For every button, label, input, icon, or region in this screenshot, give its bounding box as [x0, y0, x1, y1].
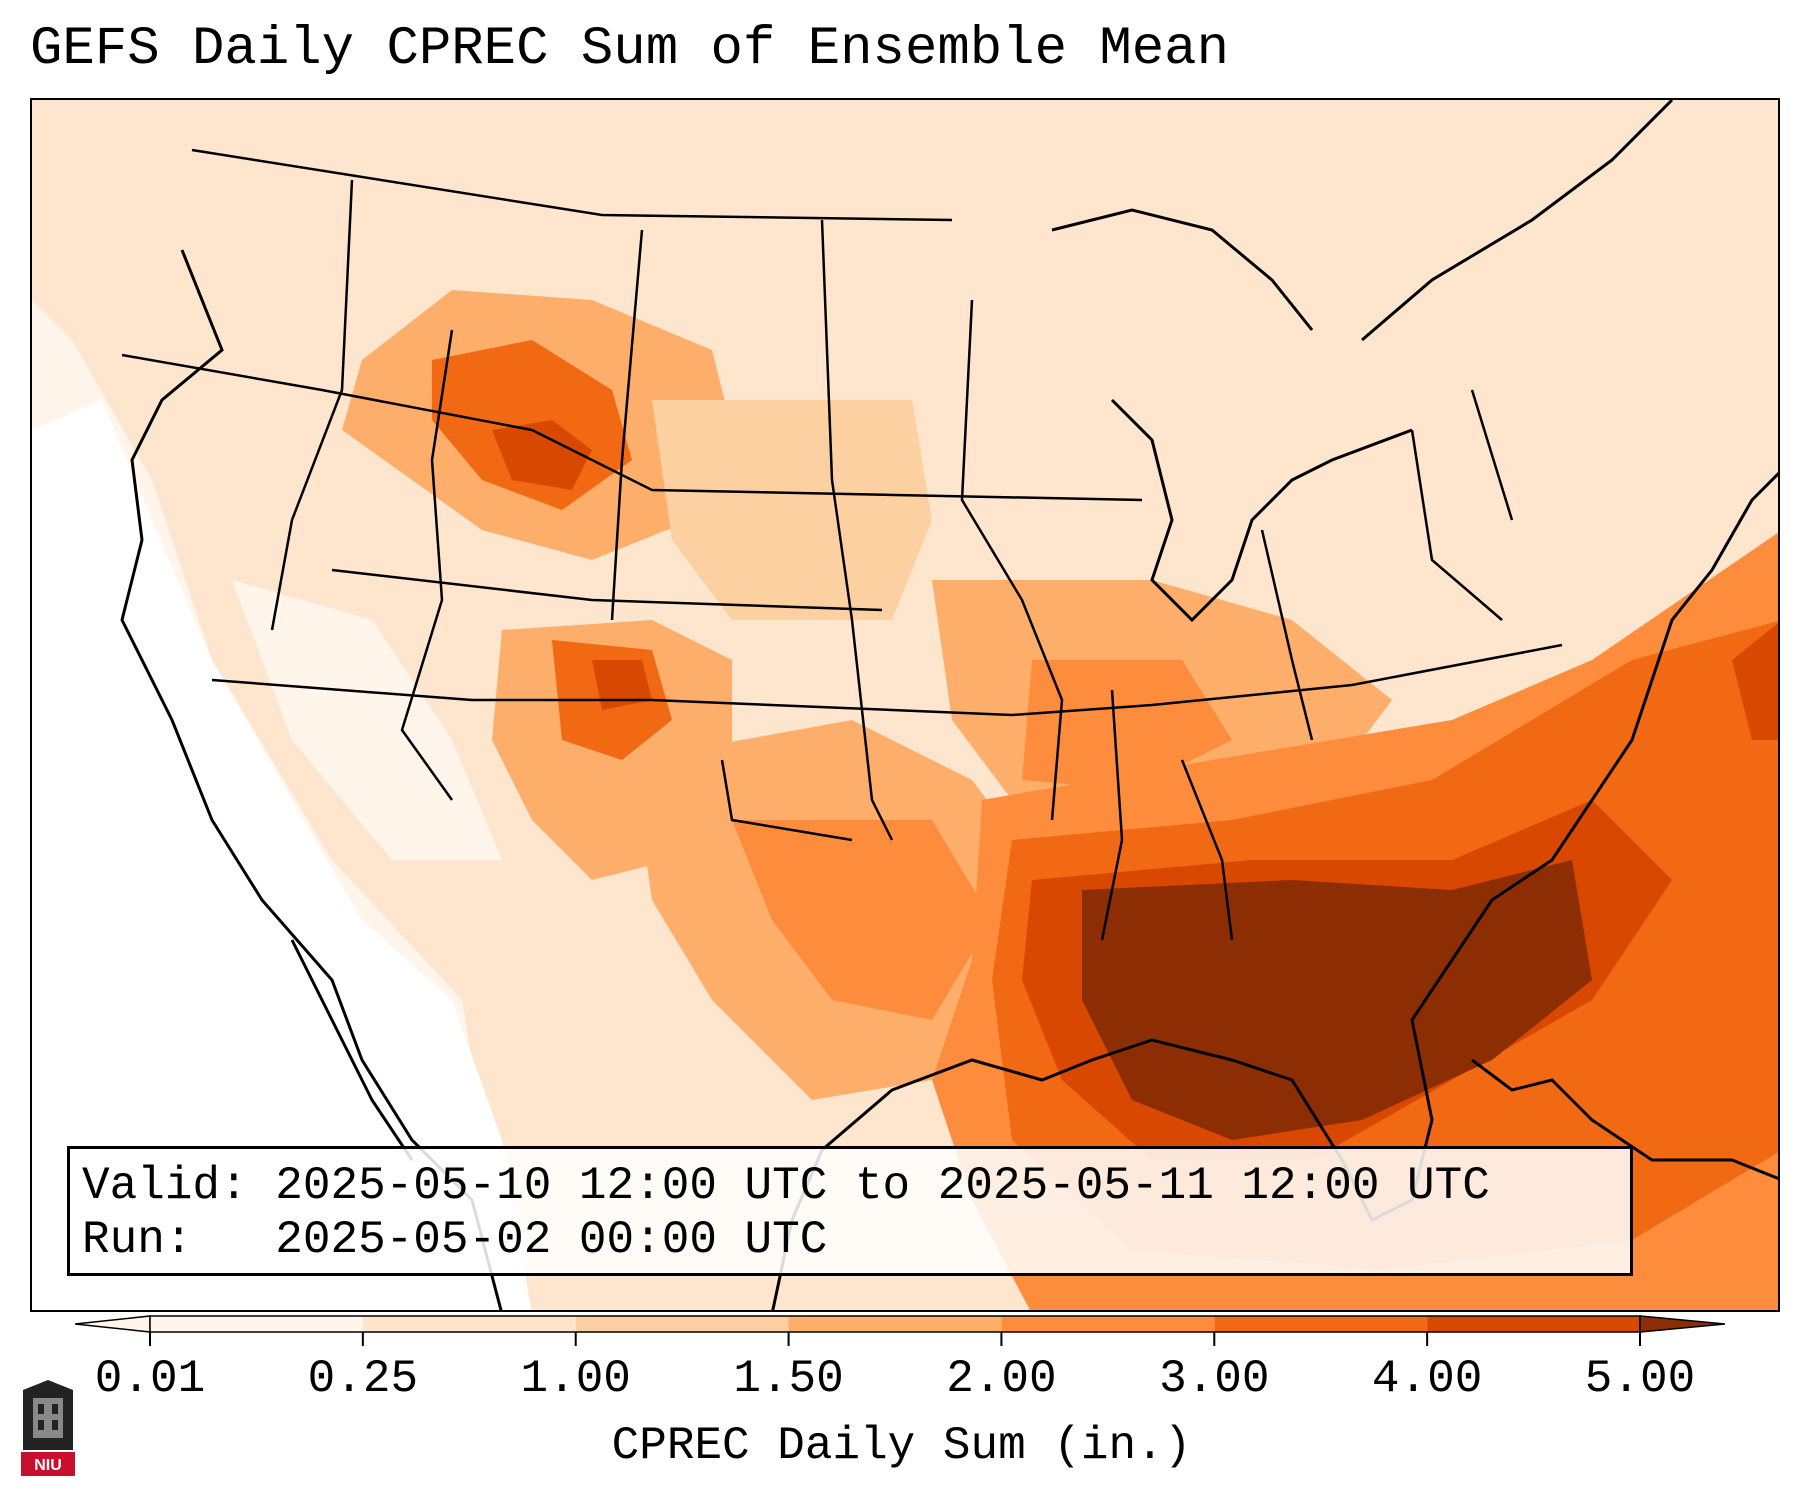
colorbar-outline: [149, 1315, 1641, 1333]
colorbar-label: CPREC Daily Sum (in.): [611, 1420, 1192, 1472]
colorbar-segment: [575, 1316, 789, 1332]
state-borders: [121, 148, 1563, 941]
valid-run-info: Valid: 2025-05-10 12:00 UTC to 2025-05-1…: [67, 1146, 1633, 1276]
colorbar-segment: [1001, 1316, 1215, 1332]
colorbar-segment: [1214, 1316, 1428, 1332]
colorbar-segment: [362, 1316, 576, 1332]
colorbar-extend-low: [74, 1315, 151, 1333]
colorbar-segment: [1427, 1316, 1640, 1332]
logo-band: [21, 1452, 75, 1476]
map-panel: [30, 98, 1780, 1312]
colorbar-tick-label: 0.01: [94, 1353, 206, 1405]
niu-logo: NIU: [21, 1380, 75, 1476]
run-label: Run:: [82, 1214, 193, 1266]
colorbar-tick-label: 1.00: [520, 1353, 631, 1405]
valid-label: Valid:: [82, 1160, 248, 1212]
colorbar: [74, 1315, 1726, 1346]
colorbar-tick-label: 0.25: [307, 1353, 419, 1405]
colorbar-extend-high: [1639, 1315, 1726, 1333]
colorbar-tick-label: 3.00: [1159, 1353, 1270, 1405]
valid-value: 2025-05-10 12:00 UTC to 2025-05-11 12:00…: [275, 1160, 1490, 1212]
colorbar-segment: [150, 1316, 363, 1332]
colorbar-tick-label: 4.00: [1371, 1353, 1483, 1405]
logo-text: NIU: [34, 1457, 62, 1474]
colorbar-tick-label: 1.50: [733, 1353, 844, 1405]
colorbar-tick-label: 5.00: [1584, 1353, 1696, 1405]
colorbar-segment: [788, 1316, 1002, 1332]
map-title: GEFS Daily CPREC Sum of Ensemble Mean: [30, 19, 1229, 80]
run-value: 2025-05-02 00:00 UTC: [275, 1214, 828, 1266]
field-dry-west: [32, 400, 532, 1310]
field-max-southeast: [1082, 860, 1592, 1140]
precip-map: [32, 100, 1778, 1310]
colorbar-tick-label: 2.00: [946, 1353, 1057, 1405]
